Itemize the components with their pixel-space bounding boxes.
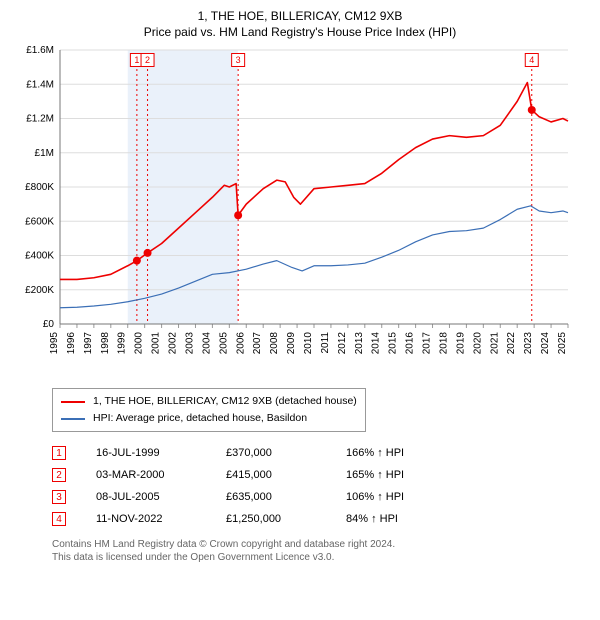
transaction-badge: 4 <box>52 512 66 526</box>
svg-text:£800K: £800K <box>25 182 54 193</box>
svg-text:£0: £0 <box>43 319 55 330</box>
svg-text:2005: 2005 <box>218 332 229 355</box>
legend-label: HPI: Average price, detached house, Basi… <box>93 410 307 427</box>
transaction-badge: 3 <box>52 490 66 504</box>
transaction-row: 4 11-NOV-2022£1,250,00084% ↑ HPI <box>52 508 588 530</box>
svg-text:£400K: £400K <box>25 251 54 262</box>
transaction-pct: 166% ↑ HPI <box>346 447 456 459</box>
svg-text:1998: 1998 <box>100 332 111 355</box>
svg-text:2018: 2018 <box>438 332 449 355</box>
footnote-line-2: This data is licensed under the Open Gov… <box>52 551 588 565</box>
svg-text:2017: 2017 <box>422 332 433 355</box>
svg-text:2022: 2022 <box>506 332 517 355</box>
svg-text:£1.4M: £1.4M <box>26 80 54 91</box>
transaction-badge: 1 <box>52 446 66 460</box>
transaction-row: 1 16-JUL-1999£370,000166% ↑ HPI <box>52 442 588 464</box>
svg-text:2002: 2002 <box>168 332 179 355</box>
transaction-price: £370,000 <box>226 447 346 459</box>
legend-label: 1, THE HOE, BILLERICAY, CM12 9XB (detach… <box>93 393 357 410</box>
transaction-pct: 106% ↑ HPI <box>346 491 456 503</box>
transaction-row: 2 03-MAR-2000£415,000165% ↑ HPI <box>52 464 588 486</box>
svg-text:2014: 2014 <box>371 332 382 355</box>
legend-item: HPI: Average price, detached house, Basi… <box>61 410 357 427</box>
title-line-2: Price paid vs. HM Land Registry's House … <box>12 24 588 40</box>
svg-text:£1.2M: £1.2M <box>26 114 54 125</box>
transactions-table: 1 16-JUL-1999£370,000166% ↑ HPI 2 03-MAR-20… <box>52 442 588 530</box>
transaction-price: £415,000 <box>226 469 346 481</box>
svg-text:2000: 2000 <box>134 332 145 355</box>
svg-text:£1.6M: £1.6M <box>26 45 54 56</box>
svg-text:£600K: £600K <box>25 217 54 228</box>
svg-text:£200K: £200K <box>25 285 54 296</box>
svg-text:2025: 2025 <box>557 332 568 355</box>
svg-text:1997: 1997 <box>83 332 94 355</box>
footnote: Contains HM Land Registry data © Crown c… <box>52 538 588 565</box>
svg-text:£1M: £1M <box>35 148 54 159</box>
transaction-pct: 84% ↑ HPI <box>346 513 456 525</box>
svg-text:1: 1 <box>134 55 139 65</box>
legend-item: 1, THE HOE, BILLERICAY, CM12 9XB (detach… <box>61 393 357 410</box>
transaction-date: 08-JUL-2005 <box>96 491 226 503</box>
svg-text:2021: 2021 <box>489 332 500 355</box>
legend-swatch <box>61 401 85 403</box>
svg-text:2019: 2019 <box>455 332 466 355</box>
svg-text:2001: 2001 <box>151 332 162 355</box>
transaction-row: 3 08-JUL-2005£635,000106% ↑ HPI <box>52 486 588 508</box>
svg-text:1996: 1996 <box>66 332 77 355</box>
transaction-date: 03-MAR-2000 <box>96 469 226 481</box>
footnote-line-1: Contains HM Land Registry data © Crown c… <box>52 538 588 552</box>
title-line-1: 1, THE HOE, BILLERICAY, CM12 9XB <box>12 8 588 24</box>
chart: £0 £200K £400K £600K £800K £1M £1.2M £1.4M £1.6M… <box>12 44 588 382</box>
legend-swatch <box>61 418 85 420</box>
svg-text:1999: 1999 <box>117 332 128 355</box>
svg-text:3: 3 <box>236 55 241 65</box>
svg-text:2020: 2020 <box>472 332 483 355</box>
svg-text:2011: 2011 <box>320 332 331 354</box>
svg-text:2010: 2010 <box>303 332 314 355</box>
transaction-pct: 165% ↑ HPI <box>346 469 456 481</box>
svg-text:2007: 2007 <box>252 332 263 355</box>
transaction-date: 16-JUL-1999 <box>96 447 226 459</box>
svg-text:2008: 2008 <box>269 332 280 355</box>
transaction-price: £635,000 <box>226 491 346 503</box>
svg-text:2013: 2013 <box>354 332 365 355</box>
transaction-date: 11-NOV-2022 <box>96 513 226 525</box>
svg-text:2004: 2004 <box>201 332 212 355</box>
svg-text:2015: 2015 <box>388 332 399 355</box>
svg-text:2012: 2012 <box>337 332 348 355</box>
legend: 1, THE HOE, BILLERICAY, CM12 9XB (detach… <box>52 388 366 432</box>
svg-text:2: 2 <box>145 55 150 65</box>
transaction-price: £1,250,000 <box>226 513 346 525</box>
svg-text:2023: 2023 <box>523 332 534 355</box>
svg-text:2016: 2016 <box>405 332 416 355</box>
svg-text:2009: 2009 <box>286 332 297 355</box>
svg-text:2006: 2006 <box>235 332 246 355</box>
transaction-badge: 2 <box>52 468 66 482</box>
svg-text:1995: 1995 <box>49 332 60 355</box>
svg-text:2003: 2003 <box>184 332 195 355</box>
svg-text:4: 4 <box>529 55 534 65</box>
svg-text:2024: 2024 <box>540 332 551 355</box>
